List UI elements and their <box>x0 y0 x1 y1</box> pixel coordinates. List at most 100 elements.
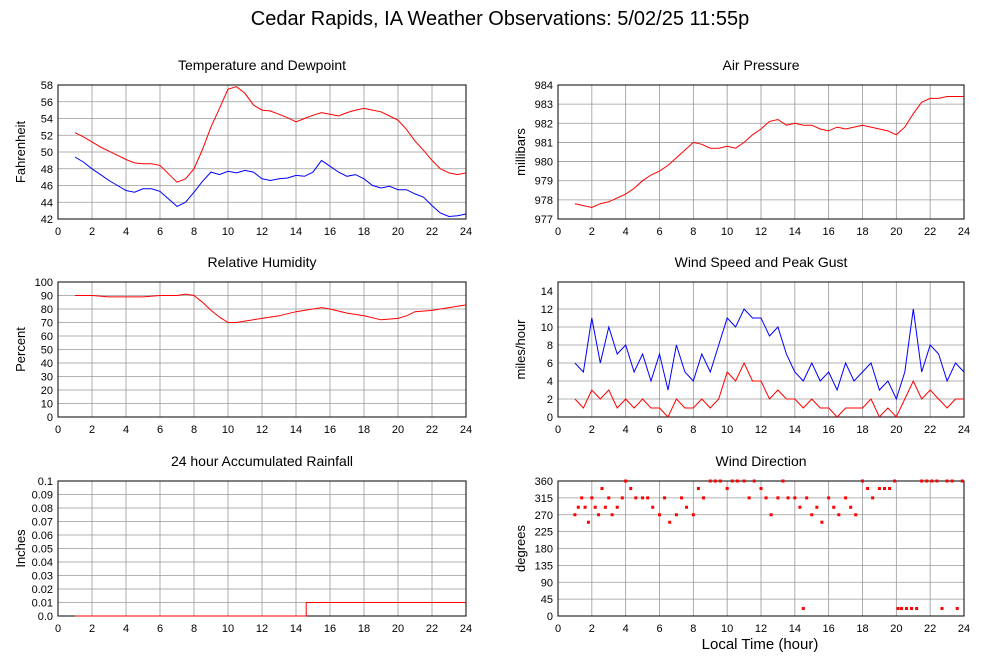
data-point <box>597 513 601 517</box>
data-point <box>935 479 939 483</box>
plot-frame <box>557 480 965 617</box>
x-tick-label: 22 <box>426 623 438 635</box>
x-tick-label: 16 <box>823 424 835 436</box>
data-point <box>877 487 881 490</box>
data-point <box>776 496 780 500</box>
x-tick-label: 2 <box>89 226 95 238</box>
x-tick-label: 18 <box>358 226 370 238</box>
plot-frame <box>57 281 467 418</box>
data-point <box>583 505 587 509</box>
y-tick-label: 48 <box>41 164 53 176</box>
plot-frame <box>557 84 965 220</box>
data-point <box>586 520 590 524</box>
y-tick-label: 225 <box>535 527 553 539</box>
series-line-red <box>75 602 466 617</box>
series-line-blue <box>574 308 965 401</box>
data-point <box>674 513 678 517</box>
y-tick-label: 0 <box>47 412 53 424</box>
data-point <box>925 479 929 483</box>
y-tick-label: 8 <box>547 340 553 352</box>
x-tick-label: 18 <box>358 424 370 436</box>
data-point <box>651 505 655 509</box>
data-point <box>620 496 624 500</box>
y-tick-label: 42 <box>41 214 53 226</box>
x-tick-label: 0 <box>55 424 61 436</box>
data-point <box>629 487 633 490</box>
y-tick-label: 4 <box>547 376 553 388</box>
y-tick-label: 982 <box>535 118 553 130</box>
x-tick-label: 22 <box>924 424 936 436</box>
data-point <box>742 479 746 483</box>
x-tick-label: 12 <box>755 623 767 635</box>
x-tick-label: 8 <box>191 424 197 436</box>
chart-title: Temperature and Dewpoint <box>178 57 346 73</box>
data-point <box>646 496 650 500</box>
y-axis-label: millibars <box>513 128 528 176</box>
x-tick-label: 16 <box>324 424 336 436</box>
y-tick-label: 0.06 <box>32 530 53 542</box>
data-point <box>861 479 864 483</box>
x-tick-label: 20 <box>392 226 404 238</box>
data-point <box>940 607 944 610</box>
x-tick-label: 16 <box>823 623 835 635</box>
x-tick-label: 6 <box>656 226 662 238</box>
chart-panel-2: 0 2 4 6 8 10 12 14 16 18 20 22 249779789799809819829… <box>513 57 970 238</box>
data-point <box>781 479 785 483</box>
data-point <box>820 520 824 524</box>
series-line-red <box>74 86 467 183</box>
data-point <box>600 487 604 490</box>
x-tick-label: 4 <box>623 226 629 238</box>
data-point <box>955 607 959 610</box>
y-tick-label: 80 <box>41 304 53 316</box>
data-point <box>701 496 705 500</box>
data-point <box>641 496 645 500</box>
page-title: Cedar Rapids, IA Weather Observations: 5… <box>250 8 750 30</box>
x-tick-label: 8 <box>690 623 696 635</box>
x-tick-label: 0 <box>55 623 61 635</box>
data-point <box>615 505 619 509</box>
y-tick-label: 45 <box>541 594 553 606</box>
x-tick-label: 0 <box>55 226 61 238</box>
data-point <box>815 505 819 509</box>
data-point <box>832 505 836 509</box>
data-point <box>950 479 954 483</box>
x-tick-label: 22 <box>426 424 438 436</box>
x-tick-label: 4 <box>123 226 129 238</box>
x-tick-label: 4 <box>623 623 629 635</box>
y-tick-label: 0.0 <box>38 611 53 623</box>
data-point <box>725 487 729 490</box>
data-point <box>920 479 924 483</box>
y-tick-label: 10 <box>541 322 553 334</box>
y-tick-label: 0.08 <box>32 503 53 515</box>
y-tick-label: 981 <box>535 137 553 149</box>
data-point <box>769 513 773 517</box>
x-tick-label: 6 <box>157 424 163 436</box>
data-point <box>658 513 661 517</box>
y-tick-label: 0 <box>547 412 553 424</box>
x-tick-label: 10 <box>721 226 733 238</box>
data-point <box>896 607 900 610</box>
x-tick-label: 0 <box>555 226 561 238</box>
x-tick-label: 4 <box>123 623 129 635</box>
y-tick-label: 0.07 <box>32 517 53 529</box>
x-tick-label: 12 <box>755 424 767 436</box>
data-point <box>624 479 628 483</box>
data-point <box>759 487 763 490</box>
data-point <box>827 496 831 500</box>
x-tick-label: 8 <box>690 226 696 238</box>
x-tick-label: 24 <box>958 623 970 635</box>
y-tick-label: 180 <box>535 544 553 556</box>
x-tick-label: 14 <box>290 226 302 238</box>
data-point <box>930 479 934 483</box>
data-point <box>945 479 949 483</box>
y-tick-label: 50 <box>41 147 53 159</box>
data-point <box>685 505 689 509</box>
x-tick-label: 14 <box>789 226 801 238</box>
x-tick-label: 20 <box>890 623 902 635</box>
x-tick-label: 8 <box>690 424 696 436</box>
y-tick-label: 90 <box>541 577 553 589</box>
data-point <box>713 479 717 483</box>
data-point <box>696 487 700 490</box>
